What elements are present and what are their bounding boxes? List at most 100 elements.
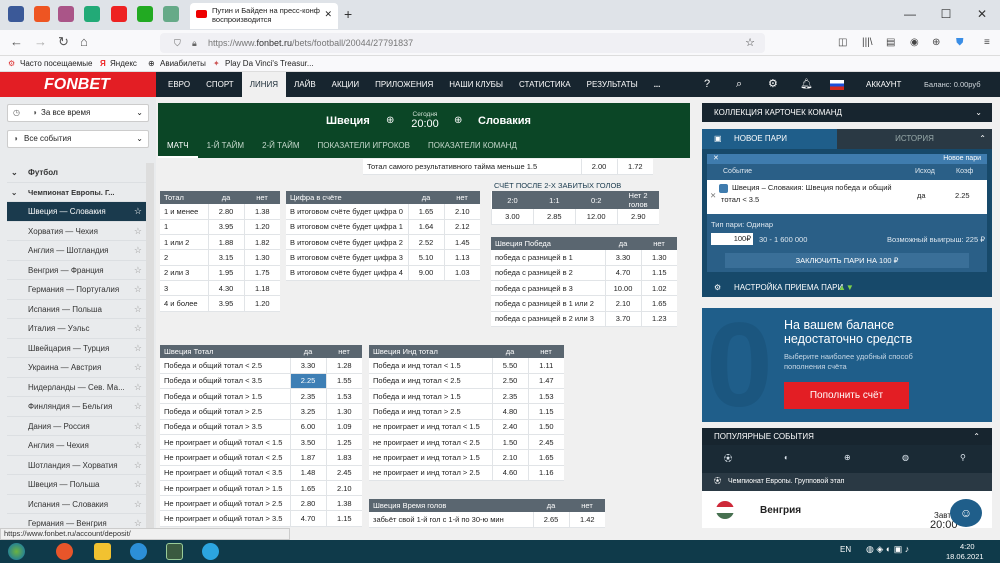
- odd-yes[interactable]: 4.70: [289, 510, 326, 527]
- nav-promo[interactable]: АКЦИИ: [331, 80, 360, 89]
- search-icon[interactable]: ⌕: [736, 78, 743, 90]
- odd-no[interactable]: 1.65: [640, 295, 677, 312]
- odd-no[interactable]: 1.50: [527, 419, 564, 435]
- place-bet-button[interactable]: ЗАКЛЮЧИТЬ ПАРИ НА 100 ₽: [725, 253, 969, 268]
- odd-yes[interactable]: 2.80: [289, 495, 326, 512]
- odd-yes[interactable]: 1.48: [289, 465, 326, 481]
- odd-no[interactable]: 1.45: [443, 234, 480, 251]
- odd-no[interactable]: 1.16: [527, 465, 564, 481]
- volleyball-icon[interactable]: ◍: [902, 453, 909, 462]
- odd-no[interactable]: 1.53: [527, 388, 564, 405]
- odd-yes[interactable]: 3.15: [207, 249, 244, 266]
- odd-no[interactable]: 1.15: [640, 265, 677, 282]
- fonbet-logo[interactable]: FONBET: [0, 72, 156, 97]
- firefox-icon[interactable]: [56, 543, 73, 560]
- odd-no[interactable]: 1.02: [640, 280, 677, 297]
- odd-yes[interactable]: 5.10: [407, 249, 444, 266]
- events-filter-select[interactable]: ◑ Все события ⌄: [7, 130, 149, 148]
- popular-team[interactable]: Венгрия: [760, 505, 802, 516]
- back-button[interactable]: ←: [10, 34, 23, 49]
- odd-yes[interactable]: 4.30: [207, 280, 244, 297]
- nav-results[interactable]: РЕЗУЛЬТАТЫ: [586, 80, 638, 89]
- odd-no[interactable]: 1.20: [243, 295, 280, 312]
- odd-no[interactable]: 1.47: [527, 373, 564, 390]
- chevron-up-icon[interactable]: ⌃: [979, 134, 986, 143]
- odd-no[interactable]: 2.45: [325, 465, 362, 481]
- odd-yes[interactable]: 3.50: [289, 434, 326, 451]
- sidebar-match-item[interactable]: Англия — Чехия ☆: [7, 436, 149, 456]
- odd-cell[interactable]: 3.00: [491, 209, 534, 225]
- odd-yes[interactable]: 2.80: [207, 204, 244, 220]
- url-field[interactable]: ⛉ 🔒︎ https://www.fonbet.ru/bets/football…: [160, 33, 765, 53]
- nav-clubs[interactable]: НАШИ КЛУБЫ: [449, 80, 504, 89]
- bookmark-item[interactable]: Play Da Vinci's Treasur...: [225, 59, 314, 68]
- odd-yes[interactable]: 2.00: [580, 159, 617, 175]
- sidebar-match-item[interactable]: Швеция — Словакия ☆: [7, 202, 149, 222]
- bet-settings[interactable]: ⚙ НАСТРОЙКА ПРИЕМА ПАРИ ▲▼: [702, 278, 992, 297]
- odd-yes[interactable]: 1.65: [407, 204, 444, 220]
- nav-stats[interactable]: СТАТИСТИКА: [519, 80, 571, 89]
- odd-no[interactable]: 1.15: [325, 510, 362, 527]
- sidebar-match-item[interactable]: Испания — Польша ☆: [7, 300, 149, 319]
- basketball-icon[interactable]: ⊕: [844, 453, 851, 462]
- sidebar-match-item[interactable]: Англия — Шотландия ☆: [7, 241, 149, 261]
- amount-input[interactable]: 100₽: [711, 233, 753, 245]
- team-cards-collection[interactable]: КОЛЛЕКЦИЯ КАРТОЧЕК КОМАНД ⌄: [702, 103, 992, 122]
- sidebar-match-item[interactable]: Хорватия — Чехия ☆: [7, 222, 149, 241]
- odd-no[interactable]: 1.11: [527, 358, 564, 374]
- account-icon[interactable]: ◉: [910, 37, 919, 48]
- odd-yes[interactable]: 10.00: [604, 280, 641, 297]
- sidebar-match-item[interactable]: Испания — Словакия ☆: [7, 495, 149, 514]
- odd-no[interactable]: 1.38: [325, 495, 362, 512]
- popular-league-row[interactable]: ⚽︎ Чемпионат Европы. Групповой этап: [702, 473, 992, 491]
- odd-no[interactable]: 1.42: [568, 512, 605, 528]
- language-indicator[interactable]: EN: [840, 545, 852, 554]
- favorite-star-icon[interactable]: ☆: [133, 323, 142, 333]
- tab-new-bet[interactable]: ▣ НОВОЕ ПАРИ: [702, 129, 837, 149]
- odd-no[interactable]: 2.12: [443, 219, 480, 236]
- odd-no[interactable]: 1.15: [527, 403, 564, 420]
- odd-yes[interactable]: 3.25: [289, 403, 326, 420]
- odd-cell[interactable]: 2.85: [532, 209, 576, 225]
- bookmark-item[interactable]: Авиабилеты: [160, 59, 206, 68]
- bell-icon[interactable]: 🔔︎: [800, 79, 813, 90]
- odd-yes[interactable]: 2.65: [532, 512, 569, 528]
- odd-yes[interactable]: 2.35: [289, 388, 326, 405]
- sport-football[interactable]: ⌄ Футбол: [7, 163, 149, 183]
- odd-no[interactable]: 1.09: [325, 419, 362, 435]
- odd-yes[interactable]: 2.10: [491, 449, 528, 466]
- minimize-button[interactable]: —: [904, 7, 916, 21]
- odd-no[interactable]: 2.10: [443, 204, 480, 220]
- bookmark-star-icon[interactable]: ☆: [745, 37, 755, 49]
- start-button[interactable]: [8, 543, 25, 560]
- odd-yes[interactable]: 1.65: [289, 480, 326, 497]
- nav-euro[interactable]: ЕВРО: [168, 80, 191, 89]
- odd-yes[interactable]: 2.35: [491, 388, 528, 405]
- odd-yes[interactable]: 4.60: [491, 465, 528, 481]
- odd-yes[interactable]: 1.88: [207, 234, 244, 251]
- menu-icon[interactable]: ≡: [984, 37, 990, 48]
- odd-no[interactable]: 1.83: [325, 449, 362, 466]
- favorite-star-icon[interactable]: ☆: [133, 245, 142, 255]
- shield-icon[interactable]: ⛉: [174, 38, 181, 48]
- odd-yes[interactable]: 3.30: [604, 250, 641, 266]
- favorite-star-icon[interactable]: ☆: [133, 264, 142, 275]
- odd-no[interactable]: 1.55: [325, 373, 362, 390]
- tab-history[interactable]: ИСТОРИЯ ⌃: [837, 129, 992, 149]
- odd-yes[interactable]: 6.00: [289, 419, 326, 435]
- globe-icon[interactable]: ⊕: [932, 37, 941, 48]
- odd-no[interactable]: 1.03: [443, 265, 480, 281]
- odd-no[interactable]: 1.53: [325, 388, 362, 405]
- sidebar-match-item[interactable]: Нидерланды — Сев. Ма... ☆: [7, 378, 149, 397]
- folder-icon[interactable]: [94, 543, 111, 560]
- odd-yes[interactable]: 2.50: [491, 373, 528, 390]
- odd-cell[interactable]: 2.90: [616, 209, 659, 225]
- tab-favicon[interactable]: [8, 6, 24, 22]
- favorite-star-icon[interactable]: ☆: [133, 342, 142, 353]
- new-tab-button[interactable]: +: [344, 6, 353, 22]
- favorite-star-icon[interactable]: ☆: [133, 206, 142, 216]
- favorite-star-icon[interactable]: ☆: [133, 420, 142, 431]
- odd-yes[interactable]: 3.30: [289, 358, 326, 374]
- clock-date[interactable]: 18.06.2021: [946, 552, 984, 561]
- app-icon[interactable]: [166, 543, 183, 560]
